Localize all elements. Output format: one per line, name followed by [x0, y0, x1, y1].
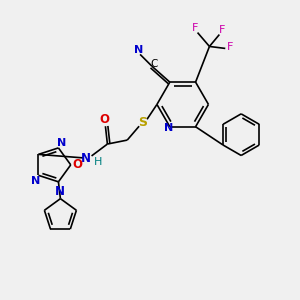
Text: N: N: [54, 185, 64, 198]
Text: C: C: [150, 59, 158, 69]
Text: O: O: [99, 113, 110, 126]
Text: N: N: [81, 152, 91, 165]
Text: N: N: [31, 176, 40, 186]
Text: O: O: [73, 158, 83, 171]
Text: F: F: [227, 42, 233, 52]
Text: S: S: [139, 116, 148, 129]
Text: H: H: [94, 157, 103, 167]
Text: F: F: [219, 25, 226, 34]
Text: F: F: [191, 22, 198, 33]
Text: N: N: [57, 138, 66, 148]
Text: N: N: [134, 45, 144, 56]
Text: N: N: [164, 123, 173, 133]
